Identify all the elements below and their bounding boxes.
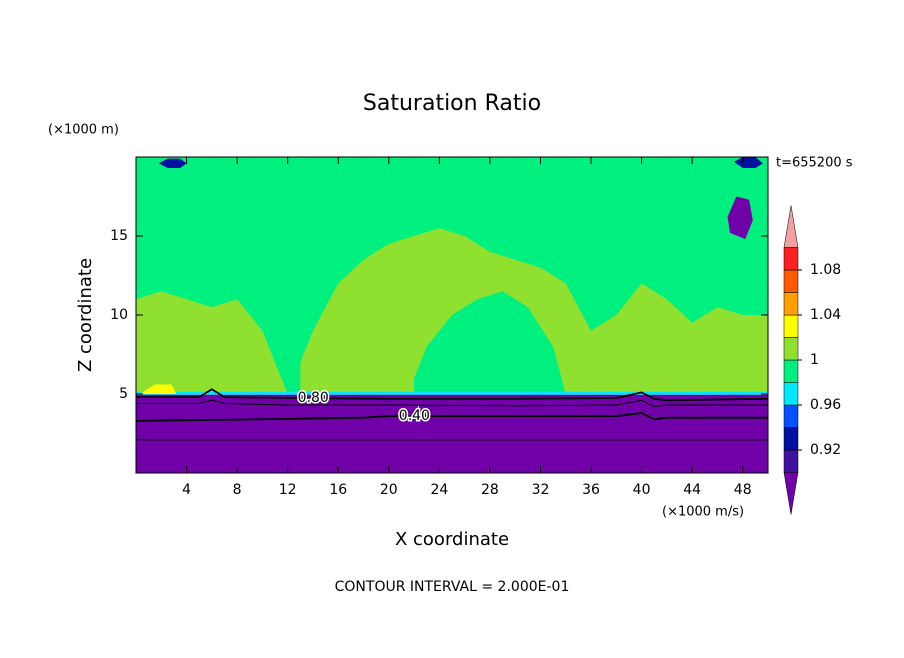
x-tick-label: 24 (430, 482, 448, 498)
x-tick-label: 12 (279, 482, 297, 498)
footer: CONTOUR INTERVAL = 2.000E-01 (335, 579, 570, 595)
region (727, 196, 753, 240)
region (136, 391, 768, 395)
colorbar-bin (783, 314, 799, 338)
x-tick-label: 28 (481, 482, 499, 498)
colorbar-bin (783, 404, 799, 428)
x-tick-label: 48 (734, 482, 752, 498)
region (733, 157, 763, 169)
region (139, 384, 177, 394)
region (158, 158, 187, 169)
colorbar-bin (783, 247, 799, 271)
x-tick-label: 44 (683, 482, 701, 498)
colorbar-tick-label: 0.96 (810, 397, 841, 413)
colorbar-tick-label: 1 (810, 352, 819, 368)
colorbar-tick-label: 0.92 (810, 442, 841, 458)
y-axis-title: Z coordinate (75, 258, 96, 372)
colorbar-under (783, 472, 799, 515)
colorbar-bin (783, 292, 799, 316)
colorbar-over (783, 205, 799, 248)
colorbar-bin (783, 427, 799, 451)
x-tick-label: 8 (233, 482, 242, 498)
colorbar-bin (783, 382, 799, 406)
x-tick-label: 4 (182, 482, 191, 498)
contour-line (136, 388, 768, 402)
x-tick-label: 40 (633, 482, 651, 498)
colorbar-bin (783, 359, 799, 383)
x-tick-label: 16 (329, 482, 347, 498)
contour-line (136, 412, 768, 422)
x-axis-title: X coordinate (395, 529, 509, 550)
field: 0.80 0.40 (136, 157, 768, 473)
colorbar-bin (783, 337, 799, 361)
region (136, 291, 288, 394)
region (136, 394, 768, 473)
y-tick-label: 5 (119, 386, 128, 402)
region (591, 283, 768, 394)
chart-title: Saturation Ratio (363, 91, 541, 116)
x-tick-label: 20 (380, 482, 398, 498)
colorbar-bin (783, 269, 799, 293)
y-tick-label: 10 (110, 307, 128, 323)
region (414, 291, 566, 394)
time-label: t=655200 s (776, 156, 853, 171)
contour-label: 0.40 (399, 408, 430, 424)
contour-line (136, 399, 768, 408)
y-tick-label: 15 (110, 228, 128, 244)
y-unit: (×1000 m) (48, 123, 119, 138)
x-unit: (×1000 m/s) (662, 505, 744, 520)
colorbar-tick-label: 1.04 (810, 307, 841, 323)
x-tick-label: 36 (582, 482, 600, 498)
x-tick-label: 32 (532, 482, 550, 498)
colorbar-tick-label: 1.08 (810, 262, 841, 278)
colorbar-bin (783, 449, 799, 473)
contour-label: 0.80 (298, 390, 329, 406)
